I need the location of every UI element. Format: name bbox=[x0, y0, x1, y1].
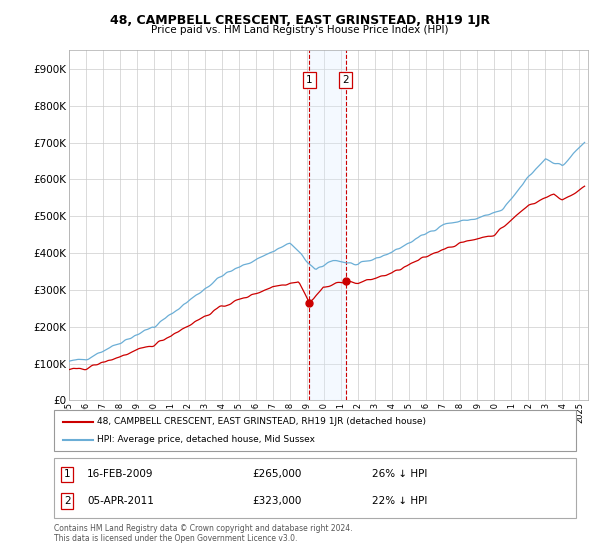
Text: £323,000: £323,000 bbox=[252, 496, 301, 506]
Text: 16-FEB-2009: 16-FEB-2009 bbox=[87, 469, 154, 479]
Text: £265,000: £265,000 bbox=[252, 469, 301, 479]
Text: Contains HM Land Registry data © Crown copyright and database right 2024.
This d: Contains HM Land Registry data © Crown c… bbox=[54, 524, 353, 543]
Text: 22% ↓ HPI: 22% ↓ HPI bbox=[372, 496, 427, 506]
Text: HPI: Average price, detached house, Mid Sussex: HPI: Average price, detached house, Mid … bbox=[97, 435, 315, 444]
Text: 2: 2 bbox=[64, 496, 71, 506]
Text: 1: 1 bbox=[306, 75, 313, 85]
Text: 48, CAMPBELL CRESCENT, EAST GRINSTEAD, RH19 1JR: 48, CAMPBELL CRESCENT, EAST GRINSTEAD, R… bbox=[110, 14, 490, 27]
Text: 26% ↓ HPI: 26% ↓ HPI bbox=[372, 469, 427, 479]
Text: 48, CAMPBELL CRESCENT, EAST GRINSTEAD, RH19 1JR (detached house): 48, CAMPBELL CRESCENT, EAST GRINSTEAD, R… bbox=[97, 417, 426, 426]
Text: Price paid vs. HM Land Registry's House Price Index (HPI): Price paid vs. HM Land Registry's House … bbox=[151, 25, 449, 35]
Bar bbox=[309, 50, 346, 400]
Text: 2: 2 bbox=[343, 75, 349, 85]
Text: 05-APR-2011: 05-APR-2011 bbox=[87, 496, 154, 506]
Text: 1: 1 bbox=[64, 469, 71, 479]
